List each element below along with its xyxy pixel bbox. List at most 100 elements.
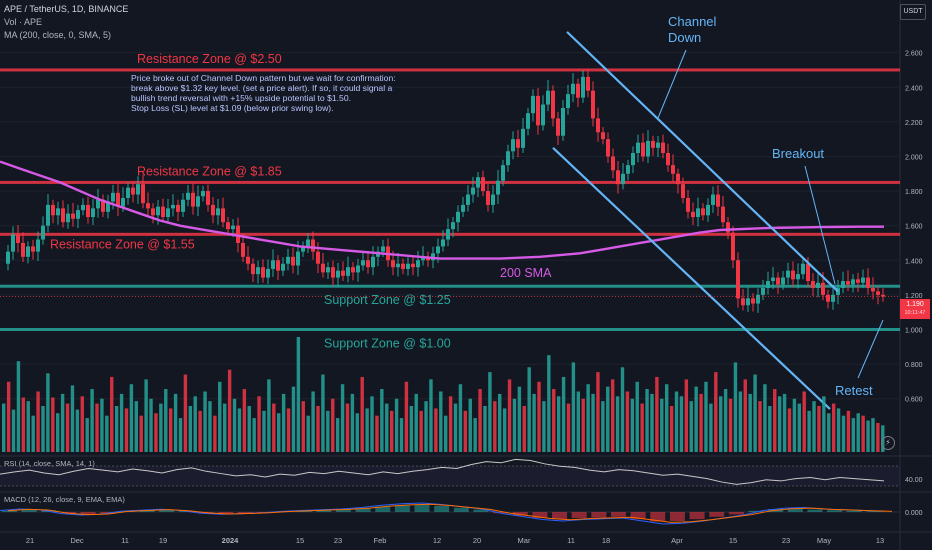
candle-body xyxy=(671,165,675,174)
y-tick-label: 1.200 xyxy=(905,293,923,300)
candle-body xyxy=(191,192,195,207)
macd-bar xyxy=(453,507,469,512)
volume-bar xyxy=(404,381,409,452)
candle-body xyxy=(476,177,480,188)
candle-body xyxy=(446,229,450,240)
volume-bar xyxy=(95,403,99,452)
volume-bar xyxy=(777,396,782,452)
candle-body xyxy=(186,192,190,200)
candle-body xyxy=(196,196,200,207)
zone-label: Resistance Zone @ $1.55 xyxy=(50,237,195,251)
x-tick-label: 11 xyxy=(121,536,129,545)
volume-legend[interactable]: Vol · APE xyxy=(4,17,43,27)
volume-bar xyxy=(866,420,870,452)
volume-bar xyxy=(473,418,477,452)
volume-bar xyxy=(797,403,801,452)
macd-bar xyxy=(866,511,882,512)
volume-bar xyxy=(773,389,777,452)
volume-bar xyxy=(660,398,664,452)
volume-bar xyxy=(389,410,394,452)
candle-body xyxy=(746,298,750,306)
rsi-band xyxy=(0,466,900,486)
candle-body xyxy=(31,246,35,252)
volume-bar xyxy=(105,415,109,452)
volume-bar xyxy=(871,418,875,452)
y-tick-label: 1.400 xyxy=(905,258,923,265)
candle-body xyxy=(591,90,595,119)
volume-bar xyxy=(630,398,635,452)
candle-body xyxy=(206,191,210,205)
volume-bar xyxy=(218,381,222,452)
volume-bar xyxy=(424,401,428,452)
volume-bar xyxy=(360,376,364,452)
candle-body xyxy=(346,267,350,276)
lightning-icon[interactable]: ⚡ xyxy=(881,436,895,450)
volume-bar xyxy=(547,355,551,452)
x-tick-label: 20 xyxy=(473,536,481,545)
candle-body xyxy=(71,213,75,219)
volume-bar xyxy=(502,408,507,452)
candle-body xyxy=(151,208,155,216)
macd-bar xyxy=(375,506,391,512)
candle-body xyxy=(356,265,360,273)
chart-symbol-title[interactable]: APE / TetherUS, 1D, BINANCE xyxy=(4,4,129,14)
x-tick-label: 23 xyxy=(334,536,342,545)
candle-body xyxy=(676,173,680,185)
volume-bar xyxy=(552,389,556,452)
arrow-line xyxy=(657,49,687,119)
volume-bar xyxy=(257,396,261,452)
volume-bar xyxy=(331,398,335,452)
candle-body xyxy=(866,277,870,288)
volume-bar xyxy=(483,406,487,452)
volume-bar xyxy=(56,413,60,452)
volume-bar xyxy=(178,418,183,452)
volume-bar xyxy=(728,398,733,452)
candle-body xyxy=(371,256,375,268)
volume-bar xyxy=(856,413,860,452)
macd-bar xyxy=(787,508,803,512)
candle-body xyxy=(616,170,620,185)
candle-body xyxy=(91,208,95,218)
volume-bar xyxy=(164,389,168,452)
candle-body xyxy=(626,165,630,174)
ma-legend[interactable]: MA (200, close, 0, SMA, 5) xyxy=(4,30,112,40)
x-tick-label: 11 xyxy=(567,536,575,545)
volume-bar xyxy=(453,403,458,452)
candle-body xyxy=(391,260,395,268)
volume-bar xyxy=(419,410,423,452)
candle-body xyxy=(396,263,400,268)
volume-bar xyxy=(41,406,45,452)
candle-body xyxy=(716,194,720,207)
macd-bar xyxy=(414,504,430,512)
candle-body xyxy=(471,187,475,195)
volume-bar xyxy=(581,398,585,452)
candle-body xyxy=(721,206,725,223)
candle-body xyxy=(36,239,40,252)
candle-body xyxy=(256,267,260,275)
macd-tick-label: 0.000 xyxy=(905,510,923,517)
volume-bar xyxy=(532,393,536,452)
zone-label: Resistance Zone @ $1.85 xyxy=(137,164,282,178)
volume-bar xyxy=(792,398,797,452)
candle-body xyxy=(76,210,80,219)
currency-button[interactable]: USDT xyxy=(900,4,926,20)
volume-bar xyxy=(561,376,566,452)
volume-bar xyxy=(493,401,497,452)
candle-body xyxy=(406,263,410,269)
arrow-line xyxy=(804,165,836,285)
volume-bar xyxy=(694,386,698,452)
candle-body xyxy=(241,242,245,257)
candle-body xyxy=(641,142,645,157)
volume-bar xyxy=(601,401,605,452)
sma-200-line xyxy=(0,160,884,260)
volume-bar xyxy=(522,406,526,452)
candle-body xyxy=(96,199,100,209)
candle-body xyxy=(16,234,20,243)
volume-bar xyxy=(812,401,816,452)
zone-label: Resistance Zone @ $2.50 xyxy=(137,52,282,66)
candle-body xyxy=(466,194,470,205)
candle-body xyxy=(26,246,30,257)
candle-body xyxy=(781,277,785,285)
volume-bar xyxy=(434,408,438,452)
